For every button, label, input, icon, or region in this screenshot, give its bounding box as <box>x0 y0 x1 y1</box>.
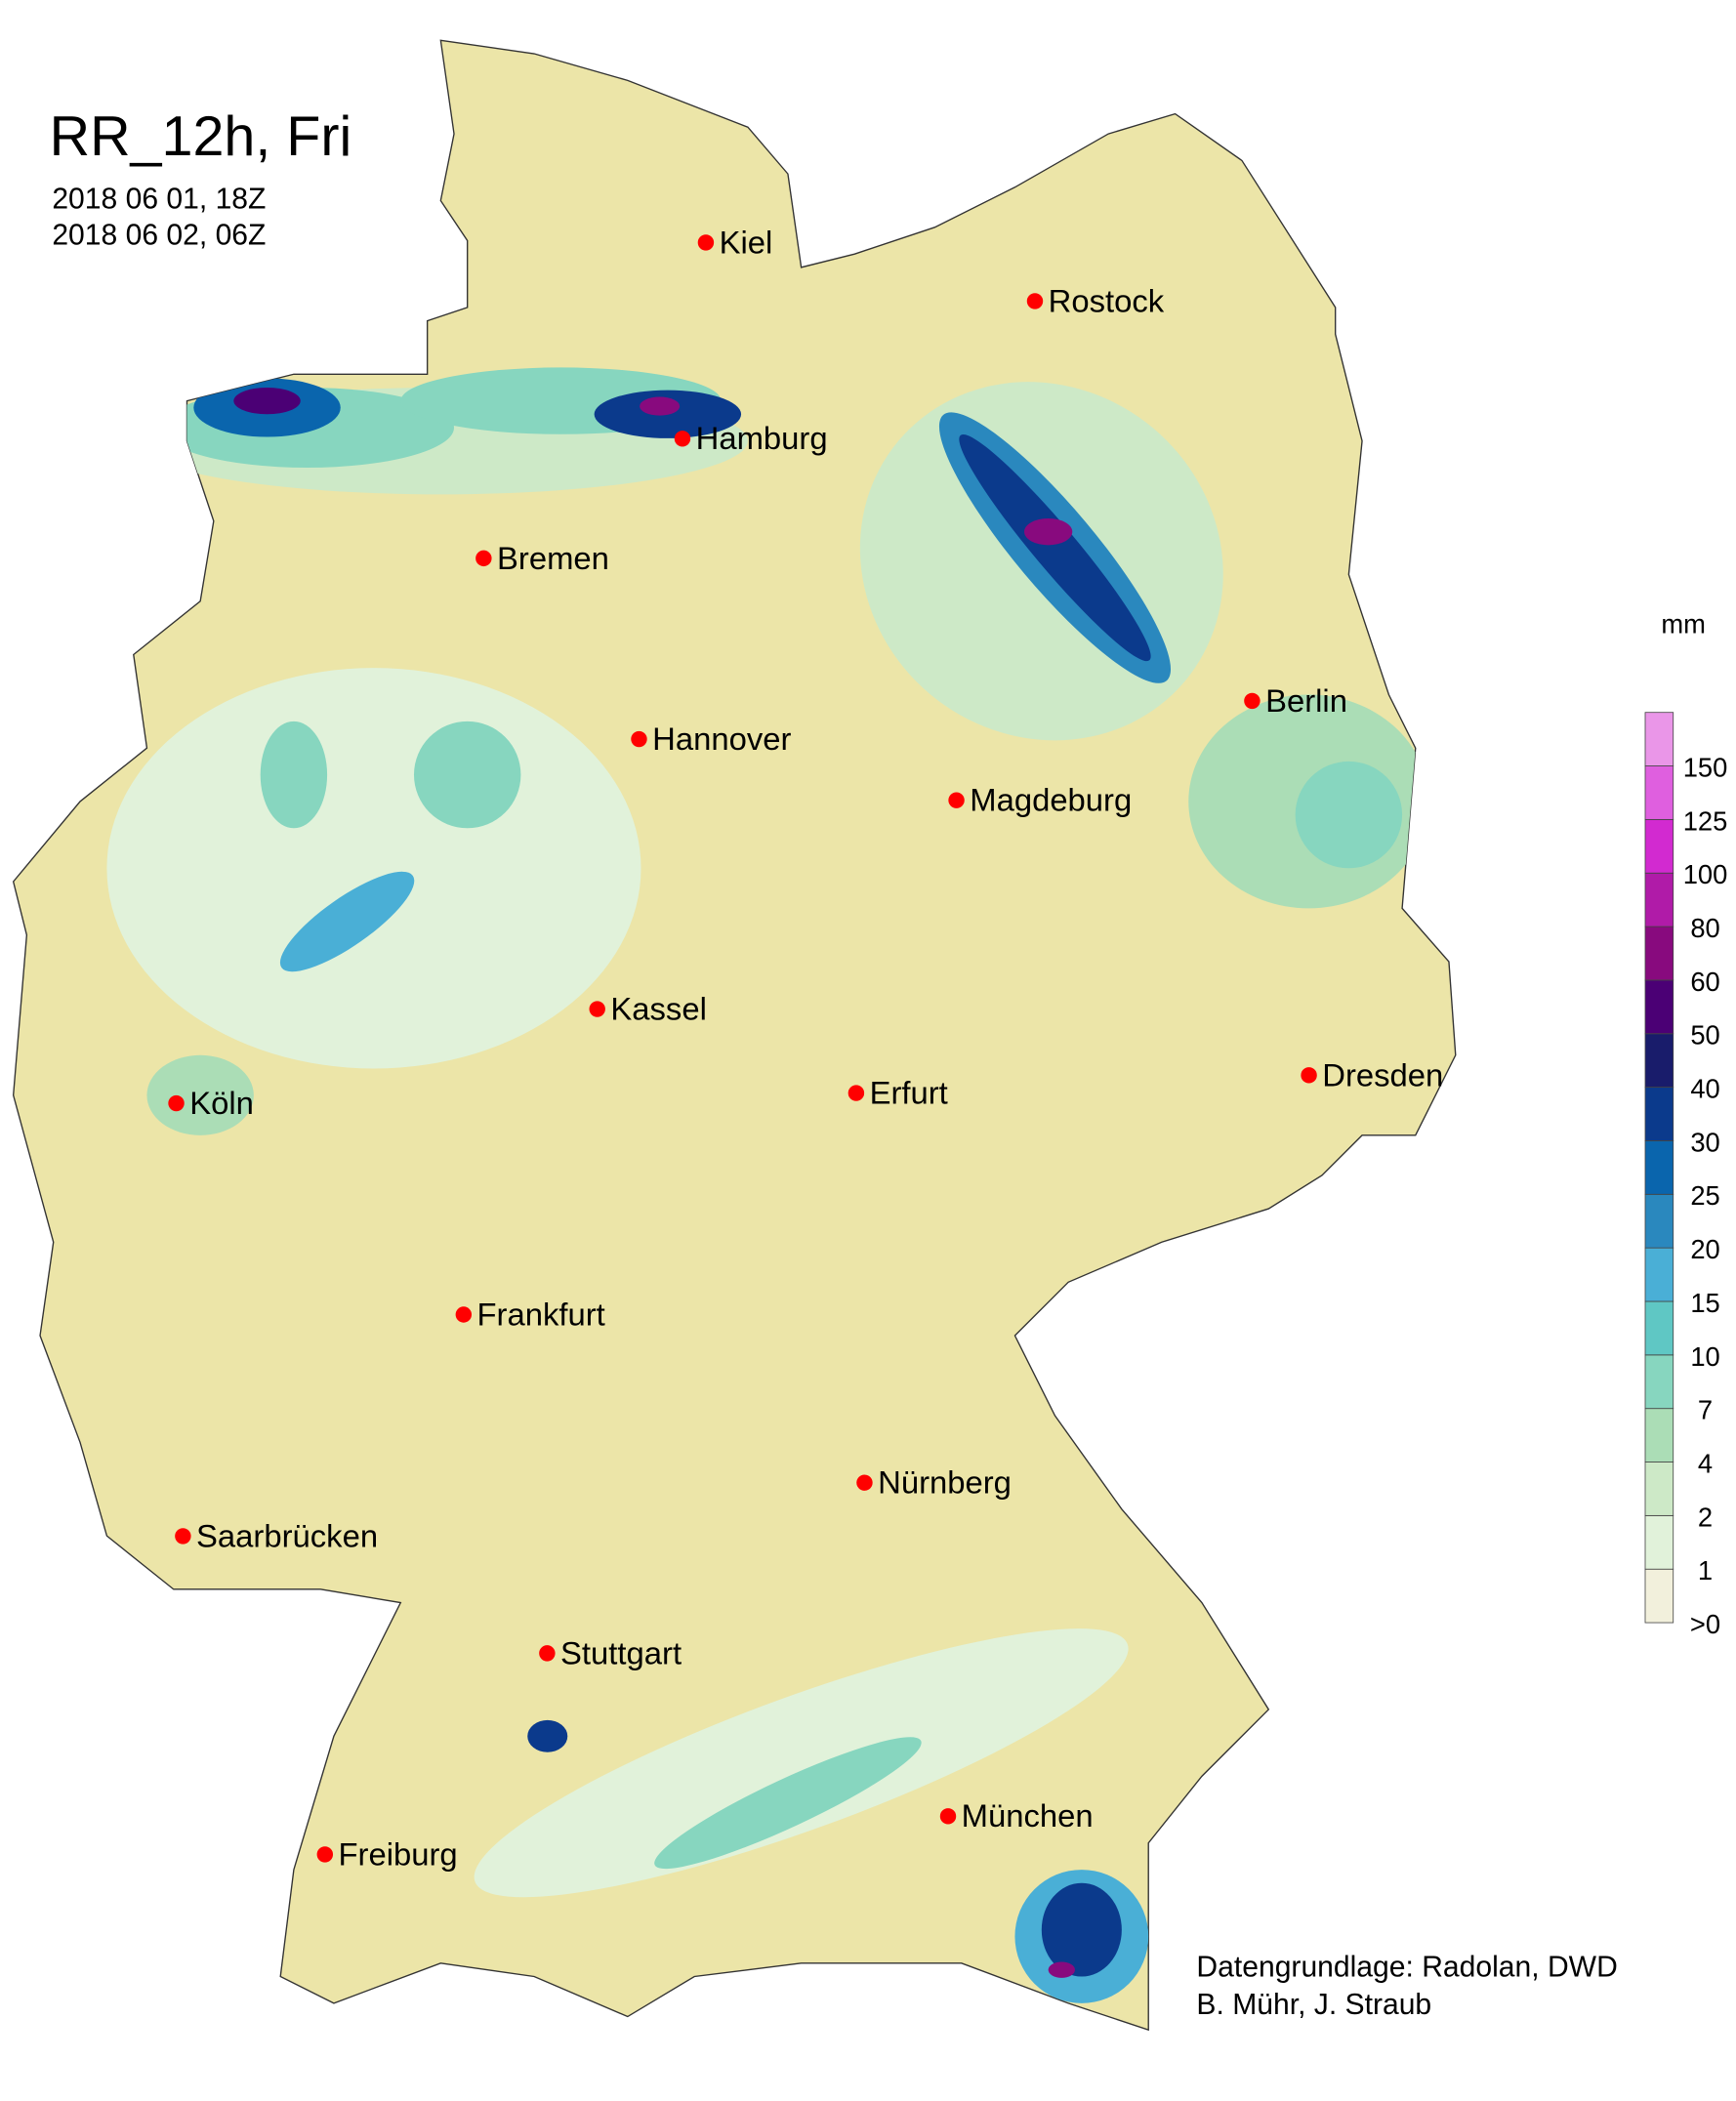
city-label: Saarbrücken <box>196 1517 378 1553</box>
color-legend: mm >0 1 2 4 7 10 15 20 25 30 40 50 60 80 100 125 150 <box>1644 609 1728 1639</box>
legend-unit: mm <box>1661 609 1706 639</box>
legend-swatch <box>1644 818 1674 874</box>
legend-label: 4 <box>1698 1448 1713 1478</box>
legend-swatch <box>1644 1033 1674 1089</box>
legend-label: 20 <box>1690 1234 1719 1264</box>
city-marker <box>674 431 691 447</box>
city-label: Erfurt <box>870 1075 948 1111</box>
map-title: RR_12h, Fri <box>50 105 352 168</box>
city-marker <box>455 1306 473 1323</box>
legend-label: 30 <box>1690 1127 1719 1157</box>
legend-label: 10 <box>1690 1341 1719 1372</box>
city-label: München <box>962 1797 1094 1833</box>
city-marker <box>475 550 492 567</box>
legend-label: 100 <box>1683 859 1728 889</box>
legend-swatch <box>1644 926 1674 981</box>
legend-label: 25 <box>1690 1180 1719 1211</box>
city-marker <box>856 1474 873 1491</box>
legend-swatch <box>1644 1354 1674 1410</box>
city-label: Hamburg <box>696 420 828 456</box>
city-marker <box>697 234 715 251</box>
city-label: Frankfurt <box>477 1296 605 1332</box>
legend-swatch <box>1644 1140 1674 1195</box>
legend-swatch <box>1644 765 1674 820</box>
legend-swatch <box>1644 1408 1674 1462</box>
city-label: Rostock <box>1049 282 1165 318</box>
city-marker <box>1244 692 1261 710</box>
city-marker <box>175 1528 191 1545</box>
city-label: Berlin <box>1265 682 1347 719</box>
legend-swatch <box>1644 1514 1674 1570</box>
city-markers: Kiel Rostock Hamburg Bremen Hannover Berlin Ma… <box>168 224 1443 1872</box>
city-marker <box>168 1094 185 1112</box>
city-marker <box>948 792 965 808</box>
legend-swatch <box>1644 1568 1674 1624</box>
city-label: Kassel <box>610 990 707 1026</box>
period-start: 2018 06 01, 18Z <box>52 184 266 216</box>
city-label: Köln <box>189 1085 254 1121</box>
legend-label: 1 <box>1698 1555 1713 1586</box>
legend-swatch <box>1644 1087 1674 1141</box>
legend-label: 80 <box>1690 913 1719 943</box>
map-header: RR_12h, Fri 2018 06 01, 18Z 2018 06 02, … <box>50 105 352 252</box>
precipitation-field <box>106 367 1429 2003</box>
city-marker <box>539 1645 556 1662</box>
legend-label: >0 <box>1690 1609 1720 1639</box>
legend-swatch <box>1644 1193 1674 1249</box>
city-label: Dresden <box>1322 1056 1443 1092</box>
legend-label: 60 <box>1690 967 1719 997</box>
city-label: Kiel <box>720 224 773 260</box>
legend-label: 15 <box>1690 1288 1719 1318</box>
legend-label: 125 <box>1683 805 1728 836</box>
city-marker <box>316 1846 334 1863</box>
legend-swatch <box>1644 1247 1674 1302</box>
credits-line-1: Datengrundlage: Radolan, DWD <box>1196 1951 1617 1983</box>
city-marker <box>589 1001 605 1017</box>
city-label: Nürnberg <box>878 1464 1012 1501</box>
city-marker <box>1301 1067 1317 1084</box>
legend-swatch <box>1644 1300 1674 1356</box>
legend-label: 7 <box>1698 1395 1713 1425</box>
city-marker <box>847 1085 865 1101</box>
city-label: Hannover <box>652 721 791 757</box>
city-marker <box>1026 293 1044 309</box>
period-end: 2018 06 02, 06Z <box>52 220 266 252</box>
city-label: Freiburg <box>338 1835 457 1872</box>
legend-label: 150 <box>1683 752 1728 782</box>
city-marker <box>939 1808 957 1825</box>
legend-swatch <box>1644 712 1674 766</box>
credits: Datengrundlage: Radolan, DWD B. Mühr, J.… <box>1196 1951 1617 2020</box>
legend-swatch <box>1644 979 1674 1035</box>
legend-swatch <box>1644 872 1674 927</box>
city-label: Bremen <box>497 540 609 576</box>
legend-swatch <box>1644 1462 1674 1516</box>
city-label: Magdeburg <box>970 782 1132 818</box>
legend-label: 40 <box>1690 1074 1719 1104</box>
credits-line-2: B. Mühr, J. Straub <box>1196 1989 1431 2021</box>
legend-label: 2 <box>1698 1502 1713 1532</box>
legend-label: 50 <box>1690 1020 1719 1050</box>
city-marker <box>631 730 647 748</box>
city-label: Stuttgart <box>560 1634 682 1670</box>
